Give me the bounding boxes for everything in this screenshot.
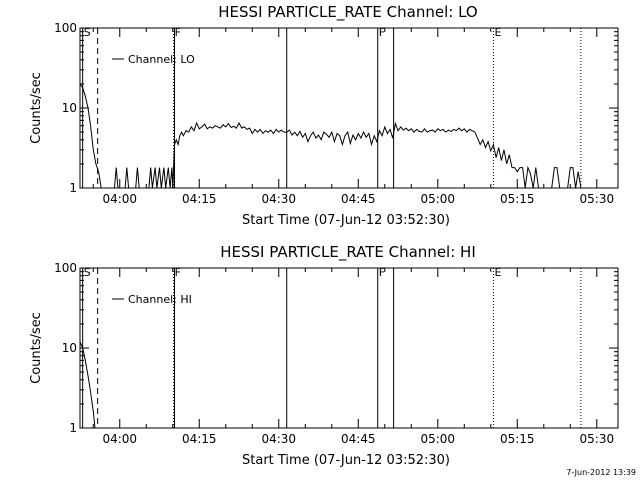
x-axis-label: Start Time (07-Jun-12 03:52:30) bbox=[242, 213, 450, 228]
x-tick-label: 05:15 bbox=[500, 192, 535, 206]
x-tick-label: 04:15 bbox=[182, 192, 217, 206]
plot-area: 1 10 100 04:00 04:15 04:30 04:45 05:00 05:15 05:3… bbox=[54, 21, 619, 206]
x-tick-label: 05:30 bbox=[580, 192, 615, 206]
x-tick-label: 04:30 bbox=[261, 432, 296, 446]
plot-timestamp: 7-Jun-2012 13:39 bbox=[566, 468, 636, 477]
event-marker-label: F bbox=[379, 26, 385, 39]
x-tick-label: 05:00 bbox=[420, 192, 455, 206]
legend-entry: Channel: HI bbox=[128, 293, 192, 306]
x-tick-label: 05:00 bbox=[420, 432, 455, 446]
x-tick-label: 05:30 bbox=[580, 432, 615, 446]
y-tick-label: 1 bbox=[69, 181, 77, 195]
chart-panel-hi: HESSI PARTICLE_RATE Channel: HI Start Ti… bbox=[29, 243, 619, 468]
event-marker-label: S bbox=[84, 266, 91, 279]
x-tick-label: 04:30 bbox=[261, 192, 296, 206]
event-marker-label: F bbox=[175, 266, 181, 279]
x-tick-label: 05:15 bbox=[500, 432, 535, 446]
x-tick-label: 04:15 bbox=[182, 432, 217, 446]
event-marker-label: S bbox=[84, 26, 91, 39]
event-marker-label: F bbox=[379, 266, 385, 279]
y-axis-label: Counts/sec bbox=[29, 312, 44, 384]
y-tick-label: 10 bbox=[62, 101, 77, 115]
series-line bbox=[79, 83, 582, 189]
plot-area: 1 10 100 04:00 04:15 04:30 04:45 05:00 05:15 05:3… bbox=[54, 261, 619, 446]
legend: Channel: HI bbox=[112, 293, 192, 306]
x-tick-label: 04:00 bbox=[102, 432, 137, 446]
chart-title: HESSI PARTICLE_RATE Channel: HI bbox=[220, 243, 476, 262]
legend-entry: Channel: LO bbox=[128, 53, 195, 66]
x-tick-label: 04:45 bbox=[341, 432, 376, 446]
legend: Channel: LO bbox=[112, 53, 195, 66]
x-tick-label: 04:00 bbox=[102, 192, 137, 206]
y-tick-label: 1 bbox=[69, 421, 77, 435]
series-line bbox=[79, 341, 96, 429]
event-marker-label: E bbox=[494, 26, 501, 39]
event-marker-label: F bbox=[175, 26, 181, 39]
y-axis-label: Counts/sec bbox=[29, 72, 44, 144]
x-axis-label: Start Time (07-Jun-12 03:52:30) bbox=[242, 453, 450, 468]
event-marker-label: E bbox=[494, 266, 501, 279]
x-tick-label: 04:45 bbox=[341, 192, 376, 206]
y-tick-label: 100 bbox=[54, 21, 77, 35]
y-tick-label: 10 bbox=[62, 341, 77, 355]
chart-panel-lo: HESSI PARTICLE_RATE Channel: LO Start Ti… bbox=[29, 3, 619, 228]
y-tick-label: 100 bbox=[54, 261, 77, 275]
chart-title: HESSI PARTICLE_RATE Channel: LO bbox=[218, 3, 477, 22]
